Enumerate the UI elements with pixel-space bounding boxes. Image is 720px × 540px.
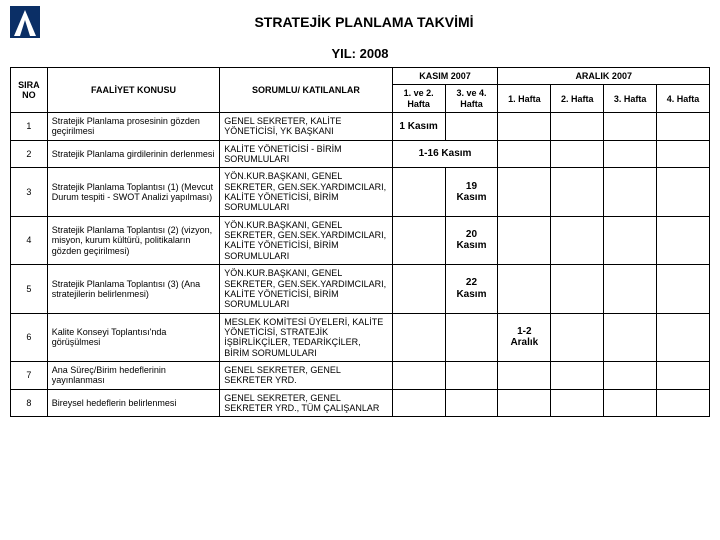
cell-period [657, 113, 710, 141]
cell-period [392, 361, 445, 389]
cell-period [551, 389, 604, 417]
cell-period: 20 Kasım [445, 216, 498, 264]
th-aralik-4: 4. Hafta [657, 85, 710, 113]
cell-period [498, 265, 551, 313]
cell-sira: 7 [11, 361, 48, 389]
th-kasim-1: 1. ve 2. Hafta [392, 85, 445, 113]
cell-period [498, 361, 551, 389]
table-row: 1Stratejik Planlama prosesinin gözden ge… [11, 113, 710, 141]
cell-period [498, 168, 551, 216]
cell-period [551, 313, 604, 361]
cell-period [392, 216, 445, 264]
table-row: 2Stratejik Planlama girdilerinin derlenm… [11, 140, 710, 168]
table-row: 8Bireysel hedeflerin belirlenmesiGENEL S… [11, 389, 710, 417]
logo-icon [10, 6, 40, 38]
th-aralik-1: 1. Hafta [498, 85, 551, 113]
cell-sorum: MESLEK KOMİTESİ ÜYELERİ, KALİTE YÖNETİCİ… [220, 313, 392, 361]
cell-period: 1 Kasım [392, 113, 445, 141]
cell-period [551, 216, 604, 264]
cell-sorum: GENEL SEKRETER, GENEL SEKRETER YRD., TÜM… [220, 389, 392, 417]
cell-period [657, 313, 710, 361]
table-row: 5Stratejik Planlama Toplantısı (3) (Ana … [11, 265, 710, 313]
cell-period [392, 265, 445, 313]
page-title: STRATEJİK PLANLAMA TAKVİMİ [48, 14, 710, 30]
cell-period [551, 168, 604, 216]
table-row: 7Ana Süreç/Birim hedeflerinin yayınlanma… [11, 361, 710, 389]
cell-period [657, 389, 710, 417]
table-row: 4Stratejik Planlama Toplantısı (2) (vizy… [11, 216, 710, 264]
cell-period [551, 361, 604, 389]
cell-period [657, 168, 710, 216]
cell-konu: Stratejik Planlama Toplantısı (1) (Mevcu… [47, 168, 219, 216]
cell-period [604, 361, 657, 389]
cell-period [604, 113, 657, 141]
title-row: STRATEJİK PLANLAMA TAKVİMİ [10, 6, 710, 38]
cell-sorum: YÖN.KUR.BAŞKANI, GENEL SEKRETER, GEN.SEK… [220, 168, 392, 216]
cell-period [445, 361, 498, 389]
cell-period: 22 Kasım [445, 265, 498, 313]
cell-konu: Stratejik Planlama girdilerinin derlenme… [47, 140, 219, 168]
cell-period [604, 168, 657, 216]
cell-konu: Ana Süreç/Birim hedeflerinin yayınlanmas… [47, 361, 219, 389]
th-sorum: SORUMLU/ KATILANLAR [220, 68, 392, 113]
cell-period [392, 389, 445, 417]
cell-period [498, 389, 551, 417]
table-body: 1Stratejik Planlama prosesinin gözden ge… [11, 113, 710, 417]
cell-period [604, 265, 657, 313]
cell-period [604, 389, 657, 417]
cell-sira: 3 [11, 168, 48, 216]
th-kasim: KASIM 2007 [392, 68, 498, 85]
cell-sorum: YÖN.KUR.BAŞKANI, GENEL SEKRETER, GEN.SEK… [220, 265, 392, 313]
th-aralik-3: 3. Hafta [604, 85, 657, 113]
table-row: 6Kalite Konseyi Toplantısı'nda görüşülme… [11, 313, 710, 361]
cell-period [551, 140, 604, 168]
cell-period: 1-16 Kasım [392, 140, 498, 168]
cell-sorum: GENEL SEKRETER, GENEL SEKRETER YRD. [220, 361, 392, 389]
page-subtitle: YIL: 2008 [10, 46, 710, 61]
cell-period [551, 113, 604, 141]
cell-period [604, 313, 657, 361]
cell-period: 19 Kasım [445, 168, 498, 216]
cell-period [657, 361, 710, 389]
cell-period [657, 216, 710, 264]
cell-sira: 6 [11, 313, 48, 361]
cell-sira: 8 [11, 389, 48, 417]
cell-period [604, 216, 657, 264]
cell-period [657, 265, 710, 313]
th-kasim-2: 3. ve 4. Hafta [445, 85, 498, 113]
cell-period [445, 313, 498, 361]
cell-sira: 4 [11, 216, 48, 264]
cell-konu: Bireysel hedeflerin belirlenmesi [47, 389, 219, 417]
cell-period [392, 168, 445, 216]
cell-period [445, 113, 498, 141]
cell-sorum: YÖN.KUR.BAŞKANI, GENEL SEKRETER, GEN.SEK… [220, 216, 392, 264]
cell-konu: Stratejik Planlama Toplantısı (3) (Ana s… [47, 265, 219, 313]
table-row: 3Stratejik Planlama Toplantısı (1) (Mevc… [11, 168, 710, 216]
cell-period [604, 140, 657, 168]
cell-period: 1-2 Aralık [498, 313, 551, 361]
cell-sira: 2 [11, 140, 48, 168]
cell-period [551, 265, 604, 313]
th-aralik-2: 2. Hafta [551, 85, 604, 113]
cell-sorum: GENEL SEKRETER, KALİTE YÖNETİCİSİ, YK BA… [220, 113, 392, 141]
th-sira: SIRA NO [11, 68, 48, 113]
th-faaliyet: FAALİYET KONUSU [47, 68, 219, 113]
th-aralik: ARALIK 2007 [498, 68, 710, 85]
schedule-table: SIRA NO FAALİYET KONUSU SORUMLU/ KATILAN… [10, 67, 710, 417]
cell-konu: Stratejik Planlama prosesinin gözden geç… [47, 113, 219, 141]
cell-period [498, 113, 551, 141]
cell-sira: 1 [11, 113, 48, 141]
cell-period [498, 216, 551, 264]
cell-konu: Stratejik Planlama Toplantısı (2) (vizyo… [47, 216, 219, 264]
cell-konu: Kalite Konseyi Toplantısı'nda görüşülmes… [47, 313, 219, 361]
cell-period [445, 389, 498, 417]
cell-period [498, 140, 551, 168]
cell-sira: 5 [11, 265, 48, 313]
cell-period [392, 313, 445, 361]
cell-sorum: KALİTE YÖNETİCİSİ - BİRİM SORUMLULARI [220, 140, 392, 168]
cell-period [657, 140, 710, 168]
